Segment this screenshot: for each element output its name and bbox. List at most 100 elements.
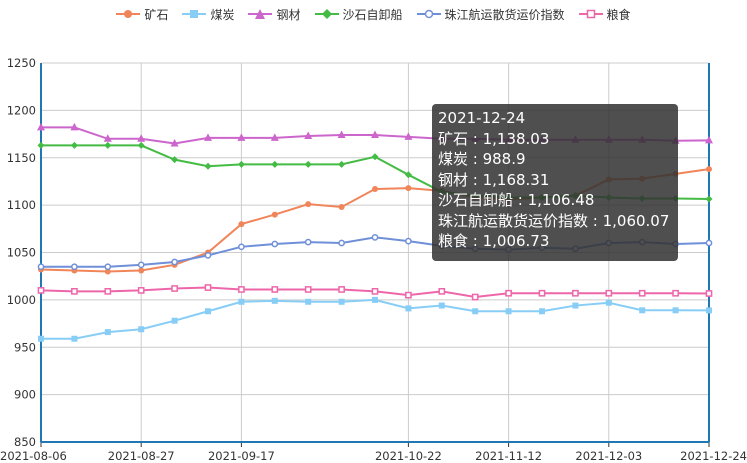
series-1-point	[639, 307, 646, 314]
legend-swatch-icon	[314, 9, 339, 19]
series-0-point	[706, 166, 712, 173]
legend-swatch-icon	[116, 10, 141, 18]
series-5-point	[338, 286, 345, 293]
series-3-point	[204, 162, 212, 170]
series-1-point	[539, 308, 545, 315]
series-1-point	[71, 335, 78, 342]
series-3-point	[371, 153, 379, 161]
series-3-point	[70, 141, 78, 149]
legend-label: 煤炭	[210, 7, 235, 22]
series-3-point	[171, 156, 179, 164]
series-4-point	[705, 239, 713, 247]
series-4-point	[137, 261, 145, 269]
series-4-point	[405, 237, 412, 245]
legend-label: 珠江航运散货运价指数	[444, 7, 565, 22]
series-4-point	[71, 263, 78, 271]
legend-item-1[interactable]: 煤炭	[182, 6, 234, 23]
series-4-point	[338, 239, 345, 247]
chart-legend: 矿石 煤炭 钢材 沙石自卸船 珠江航运散货运价指数 粮食	[0, 4, 747, 24]
series-5-point	[538, 289, 546, 297]
series-5-point	[471, 293, 479, 301]
series-2-point	[204, 133, 212, 141]
legend-item-0[interactable]: 矿石	[116, 6, 168, 23]
series-5-point	[71, 287, 78, 295]
x-tick-label: 2021-12-03	[575, 449, 642, 463]
series-1-point	[238, 298, 245, 305]
series-2-point	[705, 135, 713, 144]
series-1-point	[472, 308, 479, 315]
series-2-point	[270, 133, 279, 141]
series-4-point	[104, 263, 112, 271]
series-1-point	[706, 307, 712, 314]
x-tick-label: 2021-11-12	[475, 449, 542, 463]
tooltip-line-steel: 钢材 : 1,168.31	[438, 170, 550, 189]
series-3-point	[705, 195, 713, 203]
y-tick-label: 1150	[7, 151, 36, 165]
series-5-point	[572, 289, 579, 297]
series-5-point	[204, 284, 212, 291]
y-tick-label: 1000	[7, 293, 36, 307]
series-5-point	[438, 287, 446, 295]
tooltip-line-coal: 煤炭 : 988.9	[438, 150, 526, 168]
x-tick-label: 2021-08-06	[0, 449, 67, 463]
series-4-point	[271, 240, 279, 248]
series-1-point	[572, 302, 579, 309]
series-0-point	[405, 185, 412, 192]
y-tick-label: 1050	[7, 246, 36, 260]
x-tick-label: 2021-10-22	[375, 449, 442, 463]
series-4-point	[171, 258, 178, 266]
legend-item-2[interactable]: 钢材	[248, 6, 301, 23]
series-3-point	[37, 141, 45, 149]
series-0-point	[104, 268, 111, 275]
legend-item-5[interactable]: 粮食	[578, 6, 631, 23]
series-5-point	[238, 286, 245, 293]
series-4-point	[304, 238, 312, 246]
series-5-point	[638, 289, 646, 297]
series-1-point	[38, 335, 44, 342]
series-2-point	[70, 122, 79, 131]
series-3-point	[137, 141, 145, 149]
tooltip-line-index: 珠江航运散货运价指数 : 1,060.07	[438, 211, 670, 230]
legend-swatch-icon	[182, 10, 207, 18]
series-0-point	[372, 186, 378, 193]
series-5-point	[605, 289, 613, 297]
series-1-point	[372, 296, 378, 303]
legend-item-3[interactable]: 沙石自卸船	[314, 6, 403, 23]
series-0-point	[138, 267, 145, 274]
y-tick-label: 1200	[7, 103, 36, 117]
legend-swatch-icon	[248, 9, 273, 19]
series-2-point	[170, 139, 179, 147]
series-2-point	[137, 134, 146, 142]
series-0-point	[338, 204, 345, 211]
legend-label: 钢材	[276, 7, 301, 22]
series-1-point	[138, 326, 145, 333]
x-tick-label: 2021-08-27	[108, 449, 175, 463]
x-tick-label: 2021-12-24	[680, 449, 747, 463]
series-2-point	[371, 130, 379, 139]
series-5-point	[104, 287, 112, 295]
legend-label: 沙石自卸船	[342, 7, 403, 22]
series-1-point	[605, 299, 612, 306]
series-2-point	[337, 130, 346, 139]
series-3-point	[404, 171, 412, 179]
tooltip-line-grain: 粮食 : 1,006.73	[438, 232, 550, 250]
chart-tooltip: 2021-12-24 矿石 : 1,138.03 煤炭 : 988.9 钢材 :…	[432, 104, 678, 261]
y-tick-label: 1250	[7, 56, 36, 70]
series-3-point	[271, 160, 279, 168]
y-tick-label: 950	[14, 340, 36, 354]
legend-item-4[interactable]: 珠江航运散货运价指数	[416, 6, 565, 23]
series-3-point	[304, 160, 312, 168]
series-1-point	[438, 302, 445, 309]
series-4-point	[371, 233, 379, 241]
series-2-point	[237, 133, 246, 141]
legend-swatch-icon	[416, 9, 441, 19]
series-1-point	[205, 308, 211, 315]
series-1-point	[271, 297, 278, 304]
series-2-point	[103, 134, 112, 142]
series-3-point	[104, 141, 112, 149]
series-5-point	[137, 287, 145, 294]
y-tick-label: 1100	[7, 198, 36, 212]
tooltip-title: 2021-12-24	[438, 109, 526, 127]
series-3-point	[237, 160, 245, 168]
series-1-point	[405, 305, 412, 312]
